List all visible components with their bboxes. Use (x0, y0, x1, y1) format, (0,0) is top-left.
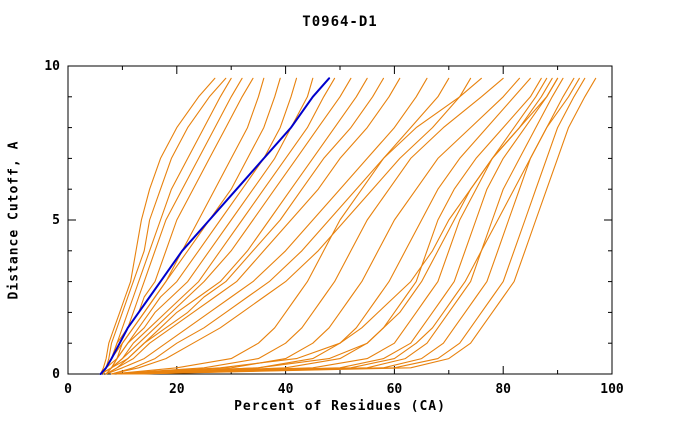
model-curve (138, 77, 597, 375)
x-tick-label: 60 (387, 382, 403, 397)
highlighted-model-curve (99, 77, 331, 375)
model-curve (102, 77, 243, 375)
model-curve (121, 77, 548, 375)
model-curve (105, 77, 336, 375)
x-tick-label: 100 (600, 382, 624, 397)
model-curve (105, 77, 368, 375)
model-curve (100, 77, 254, 375)
model-curve (100, 77, 216, 375)
x-tick-label: 80 (495, 382, 511, 397)
model-curve (132, 77, 586, 375)
x-tick-label: 0 (64, 382, 72, 397)
model-curve (116, 77, 521, 375)
model-curve (100, 77, 227, 375)
model-curve (110, 77, 472, 375)
model-curve (100, 77, 298, 375)
y-tick-label: 0 (52, 367, 60, 382)
model-curve (110, 77, 450, 375)
model-curve (116, 77, 553, 375)
model-curve (105, 77, 428, 375)
model-curve (100, 77, 314, 375)
plot-title: T0964-D1 (302, 14, 378, 30)
x-axis-label: Percent of Residues (CA) (234, 399, 446, 414)
y-axis-label: Distance Cutoff, A (6, 140, 22, 300)
model-curve (110, 77, 482, 375)
model-curve (105, 77, 401, 375)
model-curve (116, 77, 531, 375)
model-curve (100, 77, 232, 375)
x-tick-label: 20 (169, 382, 185, 397)
model-curve (127, 77, 559, 375)
y-tick-label: 5 (52, 213, 60, 228)
model-curve (100, 77, 352, 375)
model-curve (100, 77, 385, 375)
model-curve (127, 77, 564, 375)
model-curve (121, 77, 542, 375)
y-tick-label: 10 (44, 59, 60, 74)
model-curve (110, 77, 504, 375)
x-tick-label: 40 (278, 382, 294, 397)
model-curve (127, 77, 580, 375)
